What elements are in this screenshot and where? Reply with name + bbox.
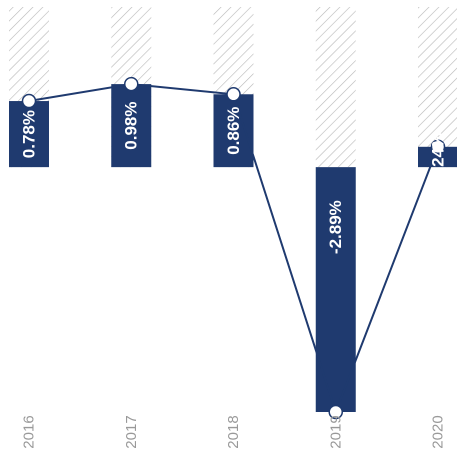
x-tick-label-2018: 2018 <box>225 415 242 448</box>
bar-2018 <box>213 94 254 168</box>
bar-2020 <box>418 146 457 168</box>
x-tick-label-2016: 2016 <box>21 415 38 448</box>
value-label-2016: 0.78% <box>20 110 39 158</box>
data-point-2020 <box>430 139 446 155</box>
x-tick-label-2020: 2020 <box>430 415 447 448</box>
data-point-2017 <box>124 76 139 92</box>
bar-2017 <box>111 84 152 168</box>
value-label-2017: 0.98% <box>122 102 141 150</box>
data-point-2016 <box>21 93 37 109</box>
value-label-2019: -2.89% <box>326 200 345 254</box>
bar-2016 <box>9 101 49 168</box>
bar-background-2019 <box>315 7 356 168</box>
data-point-2019 <box>328 404 343 420</box>
value-label-2020: 0.24% <box>429 133 448 181</box>
value-label-2018: 0.86% <box>224 107 243 155</box>
data-point-2018 <box>226 87 241 102</box>
x-tick-label-2017: 2017 <box>123 415 140 448</box>
x-tick-label-2019: 2019 <box>327 415 344 448</box>
